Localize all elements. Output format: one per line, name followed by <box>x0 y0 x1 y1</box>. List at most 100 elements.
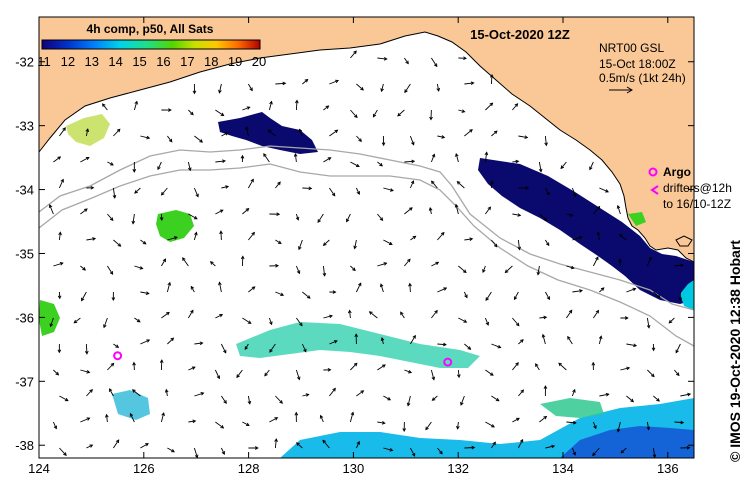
current-arrow <box>274 438 278 449</box>
current-arrow <box>86 237 97 241</box>
current-arrow <box>512 103 519 111</box>
current-arrow <box>626 343 638 348</box>
current-arrow <box>215 109 225 117</box>
drifter-marker-icon <box>650 185 659 195</box>
current-arrow <box>242 207 250 215</box>
current-arrow <box>544 291 550 301</box>
current-arrow <box>377 421 386 425</box>
current-arrow <box>383 239 393 245</box>
current-arrow <box>599 287 605 293</box>
current-arrow <box>113 439 120 449</box>
current-arrow <box>167 447 175 453</box>
current-arrow <box>460 395 465 406</box>
scale-arrow-icon <box>609 86 633 94</box>
current-arrow <box>57 343 62 354</box>
current-arrow <box>350 362 358 371</box>
colorbar-gradient <box>41 39 261 50</box>
current-arrow <box>167 236 178 241</box>
current-arrow <box>572 236 583 241</box>
current-arrow <box>651 343 656 352</box>
current-arrow <box>267 129 276 137</box>
current-arrow <box>458 265 467 274</box>
credit-text: © IMOS 19-Oct-2020 12:38 Hobart <box>727 240 743 462</box>
current-arrow <box>680 445 691 450</box>
current-arrow <box>589 161 594 171</box>
current-arrow <box>544 135 548 147</box>
current-arrow <box>464 237 474 241</box>
current-arrow <box>383 187 394 192</box>
current-arrow <box>140 239 147 245</box>
current-arrow <box>372 109 378 118</box>
current-arrow <box>355 440 360 449</box>
lon-tick-label: 136 <box>657 461 679 476</box>
current-arrow <box>167 135 173 143</box>
argo-marker-icon <box>648 167 658 177</box>
current-arrow <box>377 56 388 61</box>
current-arrow <box>140 443 149 449</box>
current-arrow <box>73 317 81 324</box>
current-arrow <box>618 258 622 267</box>
current-arrow <box>220 447 225 455</box>
current-arrow <box>430 153 436 163</box>
current-arrow <box>383 447 394 452</box>
current-arrow <box>350 265 356 272</box>
current-arrow <box>293 152 298 163</box>
current-arrow <box>512 159 520 164</box>
shelf-contours <box>39 145 694 347</box>
currents-time: 15-Oct 18:00Z <box>599 57 676 71</box>
current-arrow <box>302 186 313 191</box>
current-arrow <box>323 314 333 319</box>
current-arrow <box>80 265 87 271</box>
lat-tick-label: -32 <box>15 55 34 70</box>
current-arrow <box>567 335 573 345</box>
current-arrow <box>298 128 303 137</box>
current-arrow <box>346 213 351 223</box>
current-arrow <box>84 343 89 355</box>
current-arrow <box>301 343 307 353</box>
current-arrow <box>616 204 621 215</box>
lon-tick-label: 130 <box>343 461 365 476</box>
current-arrow <box>409 334 416 345</box>
current-arrow <box>571 187 577 198</box>
current-arrow <box>329 387 336 397</box>
current-arrow <box>214 369 220 380</box>
current-arrow <box>406 395 411 407</box>
current-arrow <box>377 262 388 267</box>
currents-source: NRT00 GSL <box>599 41 664 55</box>
current-arrow <box>294 411 299 423</box>
current-arrow <box>484 317 490 326</box>
current-arrow <box>295 265 301 275</box>
lat-tick-label: -37 <box>15 374 34 389</box>
current-arrow <box>543 385 548 397</box>
current-arrow <box>269 263 280 268</box>
current-arrow <box>113 343 120 348</box>
current-arrow <box>485 291 492 302</box>
current-arrow <box>131 213 136 225</box>
current-arrow <box>431 395 438 401</box>
current-arrow <box>512 362 519 371</box>
current-arrow <box>674 420 685 425</box>
current-arrow <box>53 262 64 267</box>
current-arrow <box>329 129 339 137</box>
argo-float-marker <box>113 351 123 361</box>
lon-tick-label: 134 <box>552 461 574 476</box>
current-arrow <box>194 341 204 346</box>
current-arrow <box>329 290 337 294</box>
current-arrow <box>80 208 88 215</box>
current-arrow <box>381 135 386 147</box>
isobath-1000m <box>39 163 694 347</box>
current-arrow <box>456 369 461 379</box>
current-arrow <box>646 317 651 329</box>
current-arrow <box>404 159 416 164</box>
current-arrow <box>140 291 150 295</box>
colorbar-title: 4h comp, p50, All Sats <box>87 22 214 36</box>
current-arrow <box>566 213 574 217</box>
current-arrow <box>437 231 445 241</box>
current-arrow <box>129 412 135 423</box>
sst-patch <box>39 300 60 336</box>
current-arrow <box>646 256 652 267</box>
current-arrow <box>458 56 467 61</box>
current-arrow <box>541 333 546 345</box>
land-mass <box>39 17 694 263</box>
colorbar-tick-label: 11 <box>37 54 51 69</box>
